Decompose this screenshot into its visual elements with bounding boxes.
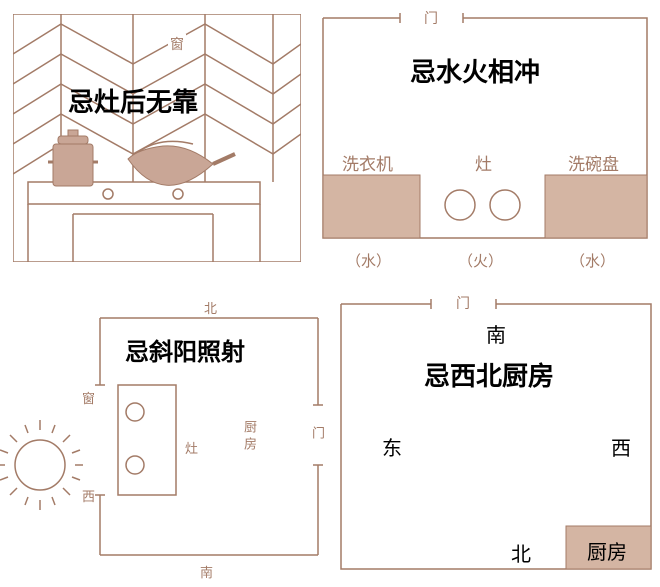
panel-title-4: 忌西北厨房 (424, 356, 554, 393)
stove-window-illustration (13, 14, 301, 262)
door-label-tr: 门 (424, 8, 438, 28)
south-label: 南 (200, 562, 213, 581)
panel-slanting-sun: 北 南 门 窗 西 灶 厨房 忌斜阳照射 (0, 290, 323, 587)
panel-title-1: 忌灶后无靠 (68, 82, 198, 119)
window-label: 窗 (168, 34, 186, 54)
panel-stove-no-backing: 窗 忌灶后无靠 (13, 14, 301, 262)
panel-nw-kitchen: 门 南 忌西北厨房 东 西 北 厨房 (336, 294, 660, 584)
window-label-bl: 窗 (82, 388, 95, 407)
panel-water-fire: 门 忌水火相冲 洗衣机 灶 洗碗盘 （水） （火） （水） (320, 10, 650, 272)
west-label-bl: 西 (82, 486, 95, 505)
sub-fire: （火） (458, 250, 503, 271)
north-label: 北 (200, 298, 221, 317)
kitchen-box-label: 厨房 (587, 536, 627, 565)
door-label-bl: 门 (308, 426, 327, 439)
stove-label-bl: 灶 (185, 438, 198, 457)
door-label-br: 门 (456, 293, 470, 313)
water-fire-layout (320, 10, 650, 272)
panel-title-3: 忌斜阳照射 (125, 332, 245, 367)
north-dir: 北 (511, 538, 531, 567)
south-dir: 南 (486, 319, 506, 348)
east-dir: 东 (382, 432, 402, 461)
item-stove: 灶 (475, 150, 492, 175)
west-dir: 西 (611, 432, 631, 461)
item-washer: 洗衣机 (342, 150, 393, 175)
panel-title-2: 忌水火相冲 (410, 52, 540, 89)
sub-water-2: （水） (570, 250, 615, 271)
sub-water-1: （水） (346, 250, 391, 271)
kitchen-label-bl: 厨房 (240, 420, 259, 454)
item-sink: 洗碗盘 (568, 150, 619, 175)
